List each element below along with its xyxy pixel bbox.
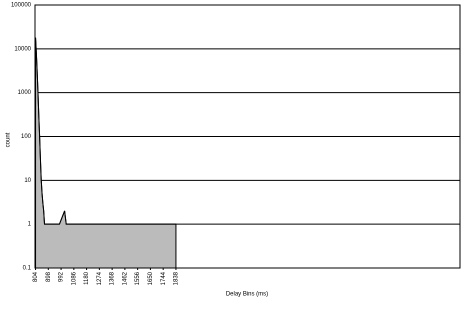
x-tick-label: 1556 (135, 271, 141, 285)
x-tick-label: 1462 (122, 271, 128, 285)
x-tick-label: 1274 (97, 271, 103, 285)
y-tick-label: 0.1 (23, 266, 32, 272)
x-tick-label: 1086 (71, 271, 77, 285)
x-tick-label: 1744 (161, 271, 167, 285)
x-tick-label: 1650 (148, 271, 154, 285)
y-tick-label: 100 (21, 134, 32, 140)
plot-frame (34, 4, 461, 269)
x-tick-label: 992 (59, 271, 65, 282)
y-tick-label: 1000 (18, 90, 32, 96)
x-axis-label: Delay Bins (ms) (226, 292, 268, 298)
area-fill (35, 37, 177, 269)
y-tick-label: 1 (28, 222, 32, 228)
area-line (35, 37, 176, 225)
y-tick-label: 10 (24, 178, 31, 184)
x-tick-label: 898 (46, 271, 52, 282)
y-tick-label: 100000 (11, 3, 32, 9)
x-tick-label: 1368 (110, 271, 116, 285)
x-tick-label: 1180 (84, 271, 90, 285)
x-tick-label: 1838 (174, 271, 180, 285)
x-tick-label: 804 (33, 271, 39, 282)
y-tick-label: 10000 (14, 46, 31, 52)
y-axis-label: count (6, 132, 12, 147)
